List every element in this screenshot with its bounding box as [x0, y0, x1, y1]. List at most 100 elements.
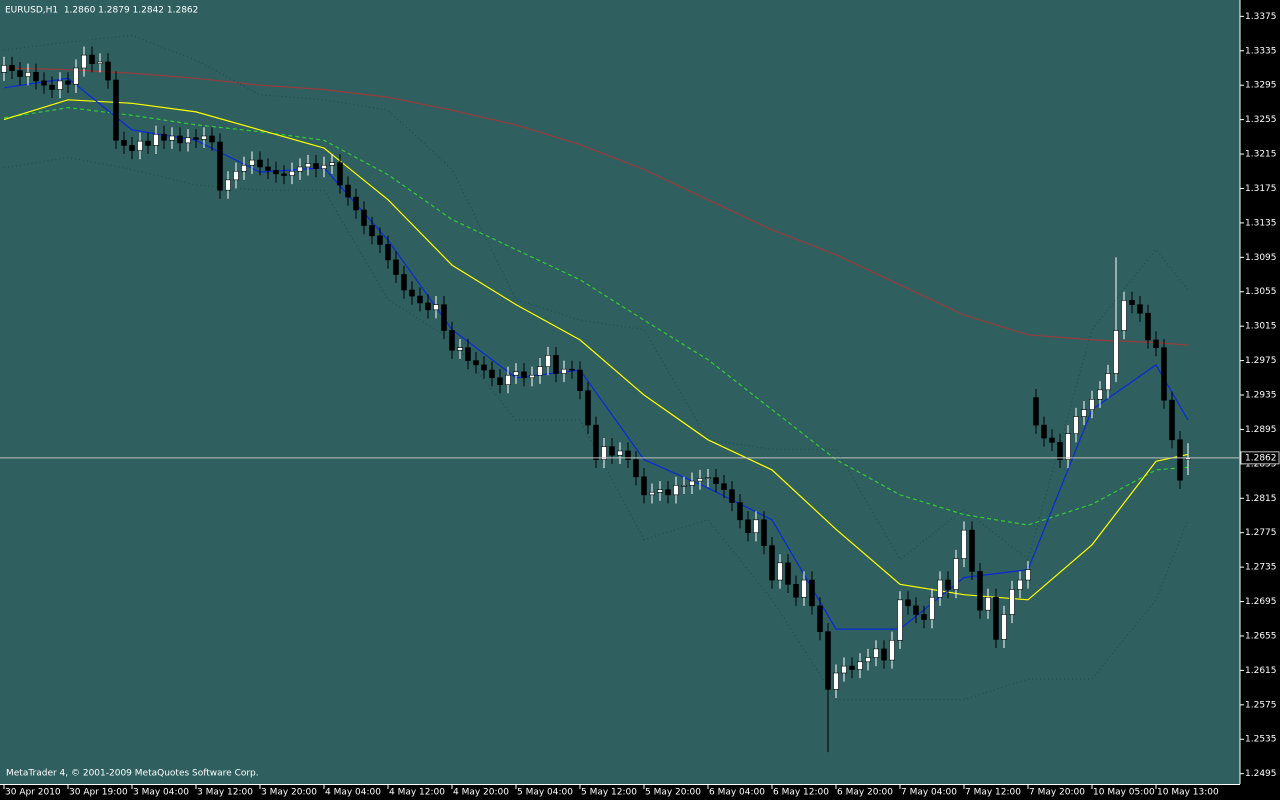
- candle-body: [113, 79, 119, 141]
- candle-body: [601, 446, 607, 460]
- candle-body: [401, 274, 407, 291]
- candle-body: [617, 450, 623, 456]
- candle-body: [257, 159, 263, 168]
- candle-body: [545, 355, 551, 367]
- candle-body: [505, 374, 511, 385]
- candle-body: [1033, 397, 1039, 426]
- candle-body: [33, 71, 39, 82]
- indicator-line: [3, 106, 1189, 526]
- candle-body: [1097, 389, 1103, 400]
- candle-body: [441, 304, 447, 331]
- candle-body: [81, 54, 87, 69]
- candle-body: [17, 70, 23, 77]
- x-tick-label: 10 May 13:00: [1157, 788, 1219, 798]
- x-tick-label: 4 May 04:00: [325, 788, 381, 798]
- current-price-box: [1240, 451, 1280, 465]
- candle-body: [1121, 300, 1127, 331]
- x-tick-label: 10 May 05:00: [1093, 788, 1155, 798]
- candle-body: [41, 80, 47, 86]
- y-tick-label: 1.2775: [1245, 528, 1277, 538]
- candle-body: [9, 65, 15, 71]
- candle-body: [977, 571, 983, 611]
- y-tick-label: 1.3015: [1245, 322, 1277, 332]
- candle-body: [1001, 614, 1007, 640]
- candle-body: [1009, 589, 1015, 615]
- y-tick-label: 1.2895: [1245, 425, 1277, 435]
- y-tick-label: 1.2855: [1245, 459, 1277, 469]
- candle-body: [641, 476, 647, 496]
- candle-body: [905, 599, 911, 607]
- candle-body: [1161, 347, 1167, 401]
- candle-body: [145, 140, 151, 146]
- candle-body: [281, 173, 287, 176]
- candle-body: [721, 483, 727, 490]
- x-tick-label: 3 May 12:00: [197, 788, 253, 798]
- candle-body: [185, 137, 191, 144]
- candle-body: [1, 65, 7, 73]
- y-tick-label: 1.2935: [1245, 391, 1277, 401]
- candle-body: [1169, 399, 1175, 441]
- candle-body: [193, 137, 199, 140]
- candle-body: [473, 360, 479, 366]
- candle-body: [329, 162, 335, 166]
- candle-body: [873, 648, 879, 658]
- candle-body: [177, 135, 183, 144]
- candle-body: [833, 672, 839, 690]
- candle-body: [849, 665, 855, 670]
- candle-body: [89, 54, 95, 64]
- x-tick-label: 30 Apr 19:00: [69, 788, 128, 798]
- candle-body: [49, 84, 55, 90]
- candle-body: [865, 657, 871, 663]
- candle-body: [769, 545, 775, 581]
- y-tick-label: 1.3375: [1245, 12, 1277, 22]
- candle-body: [553, 355, 559, 374]
- y-tick-label: 1.2975: [1245, 356, 1277, 366]
- x-tick-label: 4 May 12:00: [389, 788, 445, 798]
- candle-body: [713, 477, 719, 484]
- candle-body: [513, 371, 519, 376]
- y-tick-label: 1.3055: [1245, 287, 1277, 297]
- candle-body: [881, 648, 887, 661]
- y-tick-label: 1.3255: [1245, 115, 1277, 125]
- candle-body: [273, 170, 279, 175]
- candle-body: [929, 596, 935, 620]
- candle-body: [129, 145, 135, 151]
- indicator-line: [3, 67, 1189, 346]
- candle-body: [777, 562, 783, 581]
- candle-body: [985, 596, 991, 611]
- candle-body: [321, 164, 327, 169]
- y-tick-label: 1.3295: [1245, 81, 1277, 91]
- current-price-label: 1.2862: [1245, 453, 1277, 463]
- candle-body: [225, 179, 231, 191]
- candles: [1, 46, 1191, 753]
- candle-body: [969, 529, 975, 572]
- candle-body: [137, 140, 143, 151]
- candle-body: [953, 558, 959, 590]
- chart-title: EURUSD,H1 1.2860 1.2879 1.2842 1.2862: [5, 6, 198, 16]
- plot-background: [0, 0, 1240, 784]
- candle-body: [633, 459, 639, 478]
- candle-body: [497, 377, 503, 385]
- candle-body: [521, 371, 527, 379]
- candle-body: [705, 477, 711, 479]
- candle-body: [169, 135, 175, 141]
- candle-body: [1049, 437, 1055, 443]
- candle-body: [529, 374, 535, 379]
- candle-body: [817, 605, 823, 632]
- footer: MetaTrader 4, © 2001-2009 MetaQuotes Sof…: [6, 769, 259, 779]
- candle-body: [1065, 433, 1071, 460]
- candle-body: [305, 163, 311, 168]
- candle-body: [1105, 373, 1111, 391]
- x-tick-label: 6 May 12:00: [773, 788, 829, 798]
- candle-body: [1129, 300, 1135, 305]
- candle-body: [921, 614, 927, 620]
- candle-body: [657, 489, 663, 493]
- candle-body: [353, 196, 359, 211]
- candle-body: [729, 489, 735, 503]
- x-tick-label: 30 Apr 2010: [5, 788, 61, 798]
- candle-body: [489, 369, 495, 379]
- x-tick-label: 4 May 20:00: [453, 788, 509, 798]
- y-tick-label: 1.2655: [1245, 631, 1277, 641]
